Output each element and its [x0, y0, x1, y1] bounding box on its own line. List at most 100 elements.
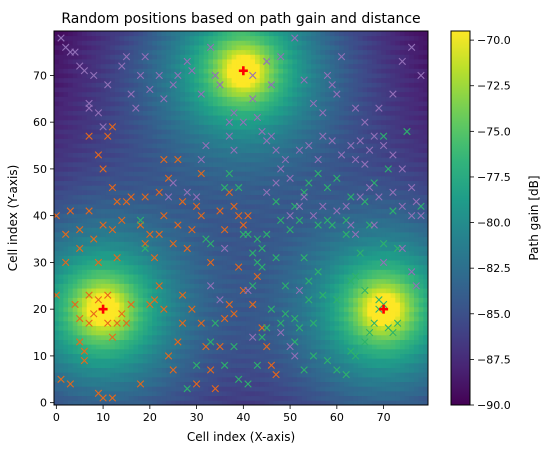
heatmap-cell [367, 368, 372, 373]
heatmap-cell [292, 386, 297, 391]
heatmap-cell [133, 302, 138, 307]
heatmap-cell [255, 209, 260, 214]
heatmap-cell [129, 185, 134, 190]
heatmap-cell [218, 302, 223, 307]
heatmap-cell [260, 209, 265, 214]
heatmap-cell [194, 237, 199, 242]
heatmap-cell [325, 120, 330, 125]
heatmap-cell [166, 129, 171, 134]
heatmap-cell [409, 115, 414, 120]
heatmap-cell [87, 335, 92, 340]
heatmap-cell [367, 377, 372, 382]
heatmap-cell [419, 181, 424, 186]
heatmap-cell [409, 344, 414, 349]
heatmap-cell [372, 213, 377, 218]
heatmap-cell [119, 297, 124, 302]
heatmap-cell [292, 157, 297, 162]
heatmap-cell [157, 321, 162, 326]
heatmap-cell [124, 340, 129, 345]
heatmap-cell [330, 143, 335, 148]
heatmap-cell [274, 382, 279, 387]
heatmap-cell [320, 349, 325, 354]
heatmap-cell [105, 372, 110, 377]
heatmap-cell [246, 223, 251, 228]
heatmap-cell [414, 139, 419, 144]
heatmap-cell [91, 143, 96, 148]
heatmap-cell [278, 125, 283, 130]
heatmap-cell [87, 377, 92, 382]
heatmap-cell [180, 269, 185, 274]
heatmap-cell [320, 260, 325, 265]
heatmap-cell [377, 368, 382, 373]
heatmap-cell [199, 246, 204, 251]
heatmap-cell [391, 391, 396, 396]
heatmap-cell [194, 396, 199, 401]
heatmap-cell [311, 255, 316, 260]
heatmap-cell [208, 199, 213, 204]
heatmap-cell [381, 316, 386, 321]
heatmap-cell [180, 181, 185, 186]
heatmap-cell [344, 209, 349, 214]
heatmap-cell [349, 288, 354, 293]
heatmap-cell [176, 162, 181, 167]
heatmap-cell [87, 279, 92, 284]
heatmap-cell [236, 312, 241, 317]
heatmap-cell [185, 153, 190, 158]
heatmap-cell [288, 237, 293, 242]
heatmap-cell [400, 209, 405, 214]
heatmap-cell [157, 349, 162, 354]
heatmap-cell [386, 171, 391, 176]
heatmap-cell [105, 377, 110, 382]
heatmap-cell [148, 316, 153, 321]
heatmap-cell [124, 363, 129, 368]
heatmap-cell [236, 363, 241, 368]
heatmap-cell [306, 283, 311, 288]
heatmap-cell [330, 382, 335, 387]
heatmap-cell [166, 316, 171, 321]
heatmap-cell [68, 283, 73, 288]
heatmap-cell [124, 274, 129, 279]
heatmap-cell [419, 125, 424, 130]
heatmap-cell [409, 143, 414, 148]
heatmap-cell [292, 129, 297, 134]
heatmap-cell [372, 204, 377, 209]
heatmap-cell [180, 209, 185, 214]
heatmap-cell [377, 213, 382, 218]
heatmap-cell [358, 321, 363, 326]
heatmap-cell [395, 372, 400, 377]
heatmap-cell [82, 227, 87, 232]
heatmap-cell [232, 283, 237, 288]
heatmap-cell [335, 307, 340, 312]
heatmap-cell [330, 157, 335, 162]
heatmap-cell [68, 251, 73, 256]
heatmap-cell [87, 274, 92, 279]
heatmap-cell [386, 115, 391, 120]
heatmap-cell [194, 129, 199, 134]
heatmap-cell [129, 321, 134, 326]
heatmap-cell [302, 312, 307, 317]
heatmap-cell [391, 368, 396, 373]
heatmap-cell [260, 153, 265, 158]
heatmap-cell [311, 143, 316, 148]
heatmap-cell [119, 143, 124, 148]
heatmap-cell [292, 274, 297, 279]
heatmap-cell [381, 232, 386, 237]
heatmap-cell [129, 129, 134, 134]
heatmap-cell [246, 312, 251, 317]
heatmap-cell [306, 368, 311, 373]
heatmap-cell [236, 321, 241, 326]
heatmap-cell [63, 326, 68, 331]
heatmap-cell [204, 115, 209, 120]
heatmap-cell [143, 279, 148, 284]
heatmap-cell [400, 372, 405, 377]
heatmap-cell [320, 382, 325, 387]
heatmap-cell [190, 213, 195, 218]
heatmap-cell [367, 372, 372, 377]
heatmap-cell [82, 190, 87, 195]
heatmap-cell [278, 302, 283, 307]
heatmap-cell [381, 335, 386, 340]
heatmap-cell [330, 246, 335, 251]
heatmap-cell [208, 246, 213, 251]
heatmap-cell [138, 181, 143, 186]
heatmap-cell [381, 358, 386, 363]
